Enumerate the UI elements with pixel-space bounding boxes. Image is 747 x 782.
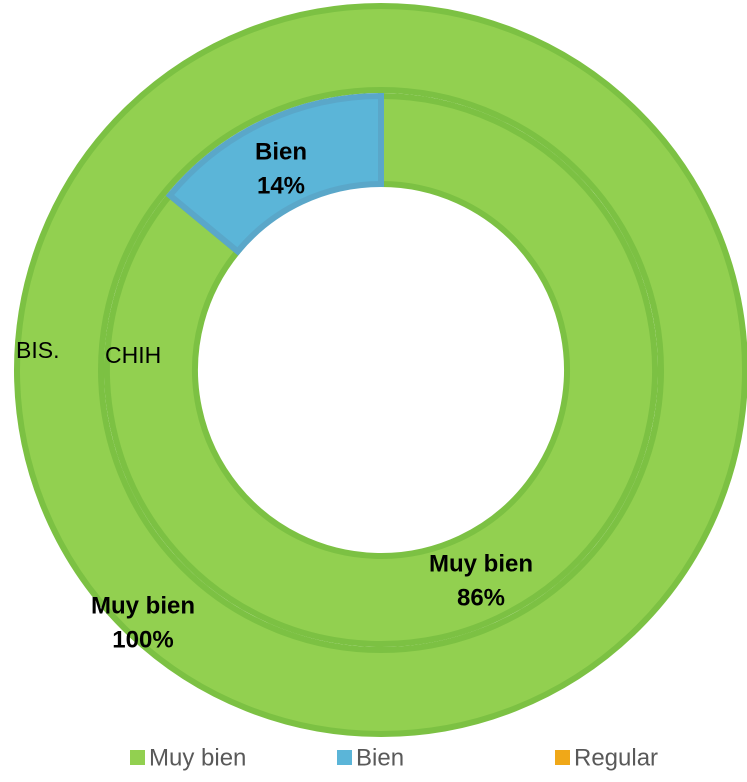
legend-label: Bien bbox=[356, 744, 404, 771]
legend-item: Bien bbox=[337, 744, 404, 771]
data-label-category: Bien bbox=[255, 138, 307, 165]
legend-label: Muy bien bbox=[149, 744, 246, 771]
legend-swatch bbox=[130, 750, 145, 765]
doughnut-segment bbox=[165, 92, 384, 256]
series-label: BIS. bbox=[16, 337, 59, 363]
legend-item: Muy bien bbox=[130, 744, 246, 771]
data-label-category: Muy bien bbox=[429, 550, 533, 577]
legend-label: Regular bbox=[574, 744, 658, 771]
data-label-value: 100% bbox=[112, 626, 173, 653]
legend-swatch bbox=[555, 750, 570, 765]
data-label-value: 86% bbox=[457, 584, 505, 611]
legend-item: Regular bbox=[555, 744, 658, 771]
legend-swatch bbox=[337, 750, 352, 765]
data-label-value: 14% bbox=[257, 172, 305, 199]
data-label-category: Muy bien bbox=[91, 592, 195, 619]
series-label: CHIH bbox=[105, 342, 161, 368]
doughnut-segment bbox=[104, 92, 658, 647]
doughnut-segment bbox=[14, 2, 747, 738]
